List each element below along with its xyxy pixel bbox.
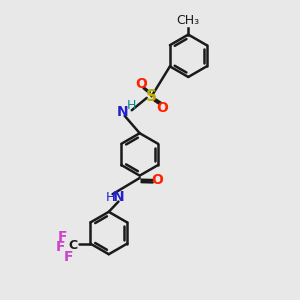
Text: O: O <box>135 77 147 91</box>
Text: F: F <box>55 241 65 254</box>
Text: N: N <box>113 190 124 204</box>
Text: N: N <box>117 105 129 119</box>
Text: CH₃: CH₃ <box>177 14 200 27</box>
Text: F: F <box>63 250 73 264</box>
Text: S: S <box>146 89 157 104</box>
Text: H: H <box>127 99 136 112</box>
Text: F: F <box>57 230 67 244</box>
Text: C: C <box>69 238 78 252</box>
Text: O: O <box>157 101 169 115</box>
Text: H: H <box>106 190 116 204</box>
Text: O: O <box>152 173 163 187</box>
